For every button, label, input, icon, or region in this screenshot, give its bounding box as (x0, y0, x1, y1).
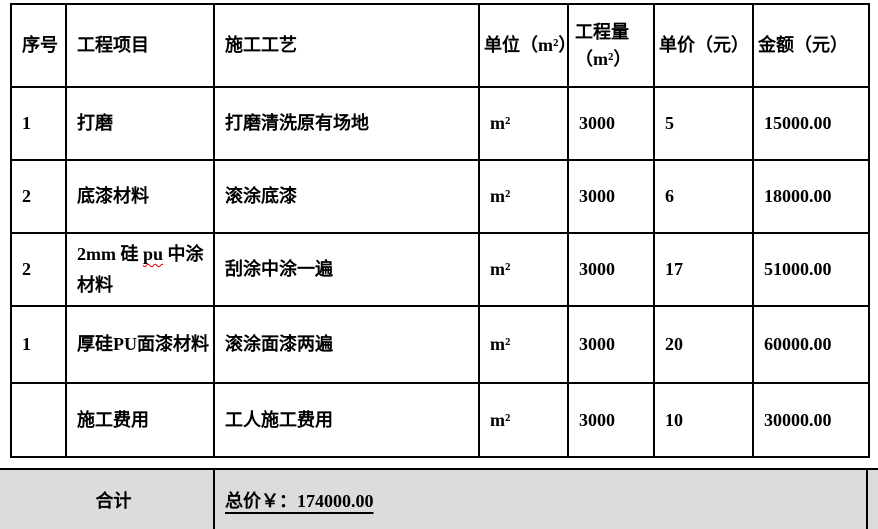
table-row: 1 厚硅PU面漆材料 滚涂面漆两遍 m² 3000 20 60000.00 (10, 305, 870, 384)
cell-project-item: 2mm 硅 pu 中涂材料 (65, 232, 215, 307)
cell-quantity: 3000 (567, 159, 655, 234)
cell-amount: 18000.00 (752, 159, 870, 234)
cell-quantity: 3000 (567, 232, 655, 307)
cell-project-item: 打磨 (65, 86, 215, 161)
header-quantity: 工程量（m²） (567, 3, 655, 88)
cell-project-item: 厚硅PU面漆材料 (65, 305, 215, 384)
header-row: 序号 工程项目 施工工艺 单位（m²） 工程量（m²） 单价（元） 金额（元） (10, 3, 870, 88)
total-label-cell: 合计 (0, 470, 213, 529)
cell-project-item: 施工费用 (65, 382, 215, 458)
cell-index: 1 (10, 86, 67, 161)
cell-quantity: 3000 (567, 382, 655, 458)
header-unit-price: 单价（元） (653, 3, 754, 88)
footer-cell-divider (213, 470, 215, 529)
cell-amount: 15000.00 (752, 86, 870, 161)
header-project-item: 工程项目 (65, 3, 215, 88)
cell-unit: m² (478, 232, 569, 307)
table-row: 1 打磨 打磨清洗原有场地 m² 3000 5 15000.00 (10, 86, 870, 161)
cell-index: 2 (10, 232, 67, 307)
cell-amount: 30000.00 (752, 382, 870, 458)
cell-process: 滚涂面漆两遍 (213, 305, 480, 384)
cell-process: 打磨清洗原有场地 (213, 86, 480, 161)
footer-right-border (866, 470, 868, 529)
item-text-post: 中涂材料 (77, 243, 204, 295)
misspelled-word: pu (143, 243, 164, 264)
header-unit: 单位（m²） (478, 3, 569, 88)
cell-unit-price: 20 (653, 305, 754, 384)
cell-unit: m² (478, 86, 569, 161)
cell-unit-price: 5 (653, 86, 754, 161)
cell-index: 2 (10, 159, 67, 234)
cell-unit-price: 6 (653, 159, 754, 234)
cell-index (10, 382, 67, 458)
total-value-cell: 总价￥：174000.00 (215, 470, 878, 529)
table-row: 2 2mm 硅 pu 中涂材料 刮涂中涂一遍 m² 3000 17 51000.… (10, 232, 870, 307)
total-row: 合计 总价￥：174000.00 (0, 468, 878, 529)
table-row: 施工费用 工人施工费用 m² 3000 10 30000.00 (10, 382, 870, 458)
cell-amount: 60000.00 (752, 305, 870, 384)
header-amount: 金额（元） (752, 3, 870, 88)
cell-quantity: 3000 (567, 86, 655, 161)
cell-amount: 51000.00 (752, 232, 870, 307)
header-index: 序号 (10, 3, 67, 88)
cell-unit: m² (478, 305, 569, 384)
cell-unit: m² (478, 159, 569, 234)
table-row: 2 底漆材料 滚涂底漆 m² 3000 6 18000.00 (10, 159, 870, 234)
cell-unit: m² (478, 382, 569, 458)
cell-quantity: 3000 (567, 305, 655, 384)
cell-unit-price: 10 (653, 382, 754, 458)
cell-process: 工人施工费用 (213, 382, 480, 458)
item-text-pre: 2mm 硅 (77, 243, 143, 264)
total-label: 合计 (95, 490, 132, 511)
cell-unit-price: 17 (653, 232, 754, 307)
header-process: 施工工艺 (213, 3, 480, 88)
total-value: 总价￥：174000.00 (225, 490, 374, 511)
quotation-table: 序号 工程项目 施工工艺 单位（m²） 工程量（m²） 单价（元） 金额（元） … (10, 3, 870, 458)
cell-index: 1 (10, 305, 67, 384)
cell-process: 刮涂中涂一遍 (213, 232, 480, 307)
cell-project-item: 底漆材料 (65, 159, 215, 234)
cell-process: 滚涂底漆 (213, 159, 480, 234)
